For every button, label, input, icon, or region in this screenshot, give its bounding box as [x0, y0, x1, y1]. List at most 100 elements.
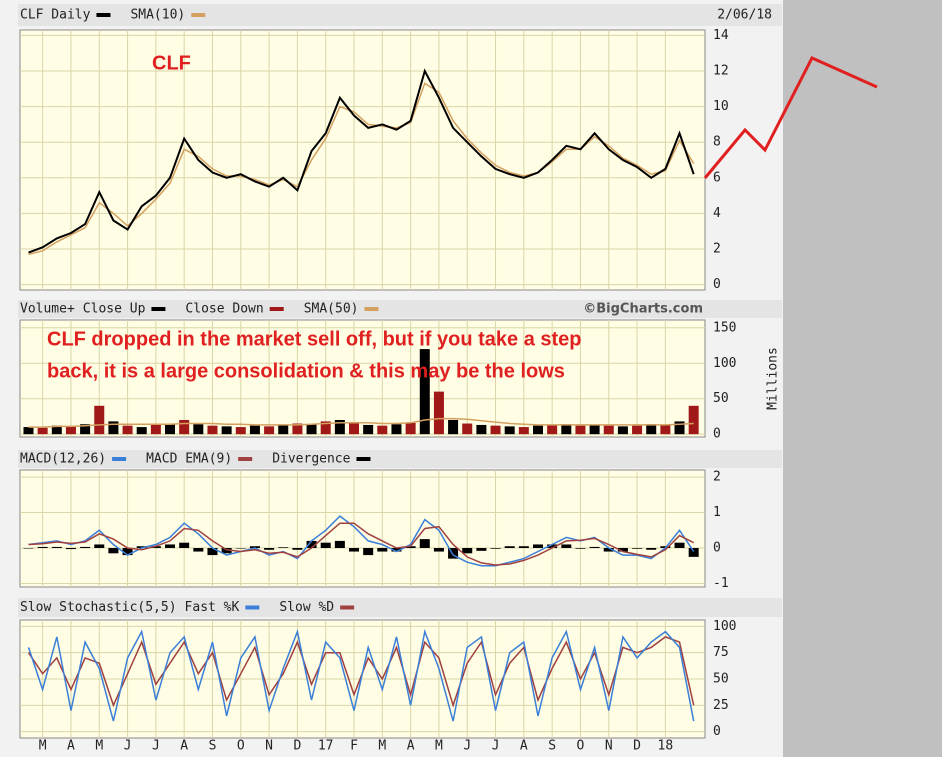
x-tick-label: S	[209, 739, 217, 754]
y-tick-label: 0	[713, 277, 721, 292]
legend-swatch	[112, 457, 127, 461]
plot-area	[19, 469, 706, 588]
bar	[278, 547, 289, 548]
bar	[462, 423, 473, 435]
plot-area	[19, 319, 706, 438]
bar	[688, 405, 699, 435]
bar	[292, 548, 303, 550]
legend-swatch	[364, 307, 379, 311]
annotation: CLF	[152, 52, 191, 74]
bar	[504, 546, 515, 548]
bar	[221, 548, 232, 554]
bar	[674, 421, 685, 435]
x-tick-label: F	[350, 739, 358, 754]
y-tick-label: 4	[713, 206, 721, 221]
bar	[391, 548, 402, 552]
series-line	[28, 417, 694, 428]
panel-header	[18, 598, 782, 617]
bar	[377, 425, 388, 435]
bar	[518, 427, 529, 435]
y-tick-label: 100	[713, 619, 736, 634]
bar	[405, 546, 416, 548]
bar	[349, 548, 360, 552]
bar	[490, 548, 501, 549]
bar	[136, 546, 147, 548]
y-axis-label: Millions	[766, 347, 781, 410]
bar	[405, 422, 416, 435]
x-tick-label: M	[435, 739, 443, 754]
bar	[80, 424, 91, 435]
series-line	[28, 522, 695, 566]
bar	[532, 544, 543, 548]
bar	[136, 427, 147, 435]
y-tick-label: 8	[713, 135, 721, 150]
bar	[603, 548, 614, 552]
bar	[419, 539, 430, 548]
x-tick-label: J	[152, 739, 160, 754]
bar	[433, 391, 444, 435]
bar	[207, 548, 218, 556]
bar	[632, 548, 643, 549]
bar	[617, 426, 628, 435]
x-tick-label: S	[548, 739, 556, 754]
bar	[419, 349, 430, 435]
bar	[575, 425, 586, 435]
bar	[165, 544, 176, 548]
y-tick-label: 25	[713, 698, 729, 713]
legend-label: Slow %D	[279, 600, 334, 615]
panel-title: Slow Stochastic(5,5)	[20, 600, 177, 615]
bar	[688, 548, 699, 557]
y-tick-label: 0	[713, 541, 721, 556]
bar	[37, 427, 48, 435]
bar	[179, 419, 190, 435]
bar	[108, 548, 119, 554]
bar	[122, 425, 133, 435]
y-tick-label: 50	[713, 391, 729, 406]
bar	[278, 424, 289, 435]
bar	[603, 425, 614, 435]
x-tick-label: A	[67, 739, 75, 754]
bar	[179, 542, 190, 548]
bar	[646, 424, 657, 435]
x-tick-label: J	[124, 739, 132, 754]
x-tick-label: M	[95, 739, 103, 754]
x-tick-label: 18	[658, 739, 674, 754]
bar	[504, 426, 515, 435]
legend-swatch	[96, 13, 111, 17]
x-tick-label: A	[520, 739, 528, 754]
legend-swatch	[191, 13, 206, 17]
bar	[490, 425, 501, 435]
bar	[65, 548, 76, 550]
credit: ©BigCharts.com	[583, 302, 703, 317]
bar	[249, 425, 260, 435]
bar	[150, 424, 161, 435]
date-label: 2/06/18	[717, 8, 772, 23]
legend-label: Fast %K	[185, 600, 240, 615]
bar	[547, 424, 558, 435]
bar	[575, 548, 586, 549]
legend-label: Close Up	[83, 302, 146, 317]
bar	[561, 544, 572, 548]
y-tick-label: 12	[713, 63, 729, 78]
y-tick-label: 0	[713, 724, 721, 739]
legend-label: Divergence	[272, 452, 350, 467]
panel-header	[18, 450, 782, 468]
bar	[65, 426, 76, 435]
bar	[306, 540, 317, 548]
legend-label: SMA(10)	[130, 8, 185, 23]
x-tick-label: M	[39, 739, 47, 754]
bar	[80, 546, 91, 548]
x-tick-label: A	[180, 739, 188, 754]
bar	[363, 424, 374, 435]
x-tick-label: J	[463, 739, 471, 754]
series-line	[28, 68, 695, 254]
bar	[334, 419, 345, 435]
bar	[391, 424, 402, 435]
bar	[23, 548, 34, 549]
bar	[264, 426, 275, 435]
bar	[334, 540, 345, 548]
bar	[94, 405, 105, 435]
y-tick-label: 6	[713, 170, 721, 185]
